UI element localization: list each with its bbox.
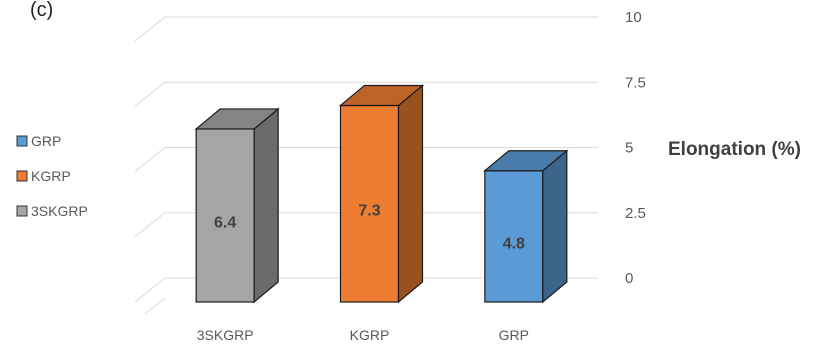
gridline-back-wall	[135, 17, 165, 41]
legend: GRP KGRP 3SKGRP	[17, 133, 88, 219]
data-label: 7.3	[358, 203, 380, 220]
chart-title: (c)	[30, 0, 53, 21]
legend-swatch-grp	[17, 136, 27, 146]
x-tick-label: 3SKGRP	[197, 327, 254, 343]
bar-kgrp-side	[399, 85, 423, 302]
y-tick-label: 5	[625, 140, 633, 157]
data-label: 4.8	[503, 235, 525, 252]
legend-label: GRP	[31, 133, 61, 149]
y-tick-label: 0	[625, 270, 633, 287]
y-tick-label: 2.5	[625, 205, 646, 222]
bar-grp-side	[543, 151, 567, 302]
y-tick-label: 7.5	[625, 74, 646, 91]
legend-label: KGRP	[31, 168, 71, 184]
y-axis-label: Elongation (%)	[668, 139, 801, 160]
gridline-back-wall	[135, 278, 165, 302]
legend-swatch-3skgrp	[17, 206, 27, 216]
bar-layer	[196, 85, 567, 302]
data-label: 6.4	[214, 214, 236, 231]
x-tick-label: KGRP	[350, 327, 390, 343]
legend-swatch-kgrp	[17, 171, 27, 181]
y-tick-label: 10	[625, 9, 642, 26]
gridline-back-wall	[135, 148, 165, 172]
legend-label: 3SKGRP	[31, 203, 88, 219]
x-tick-label: GRP	[499, 327, 529, 343]
gridline-back-wall	[135, 82, 165, 106]
floor-edge	[145, 298, 165, 314]
bar-3skgrp-side	[254, 109, 278, 302]
gridline-back-wall	[135, 213, 165, 237]
